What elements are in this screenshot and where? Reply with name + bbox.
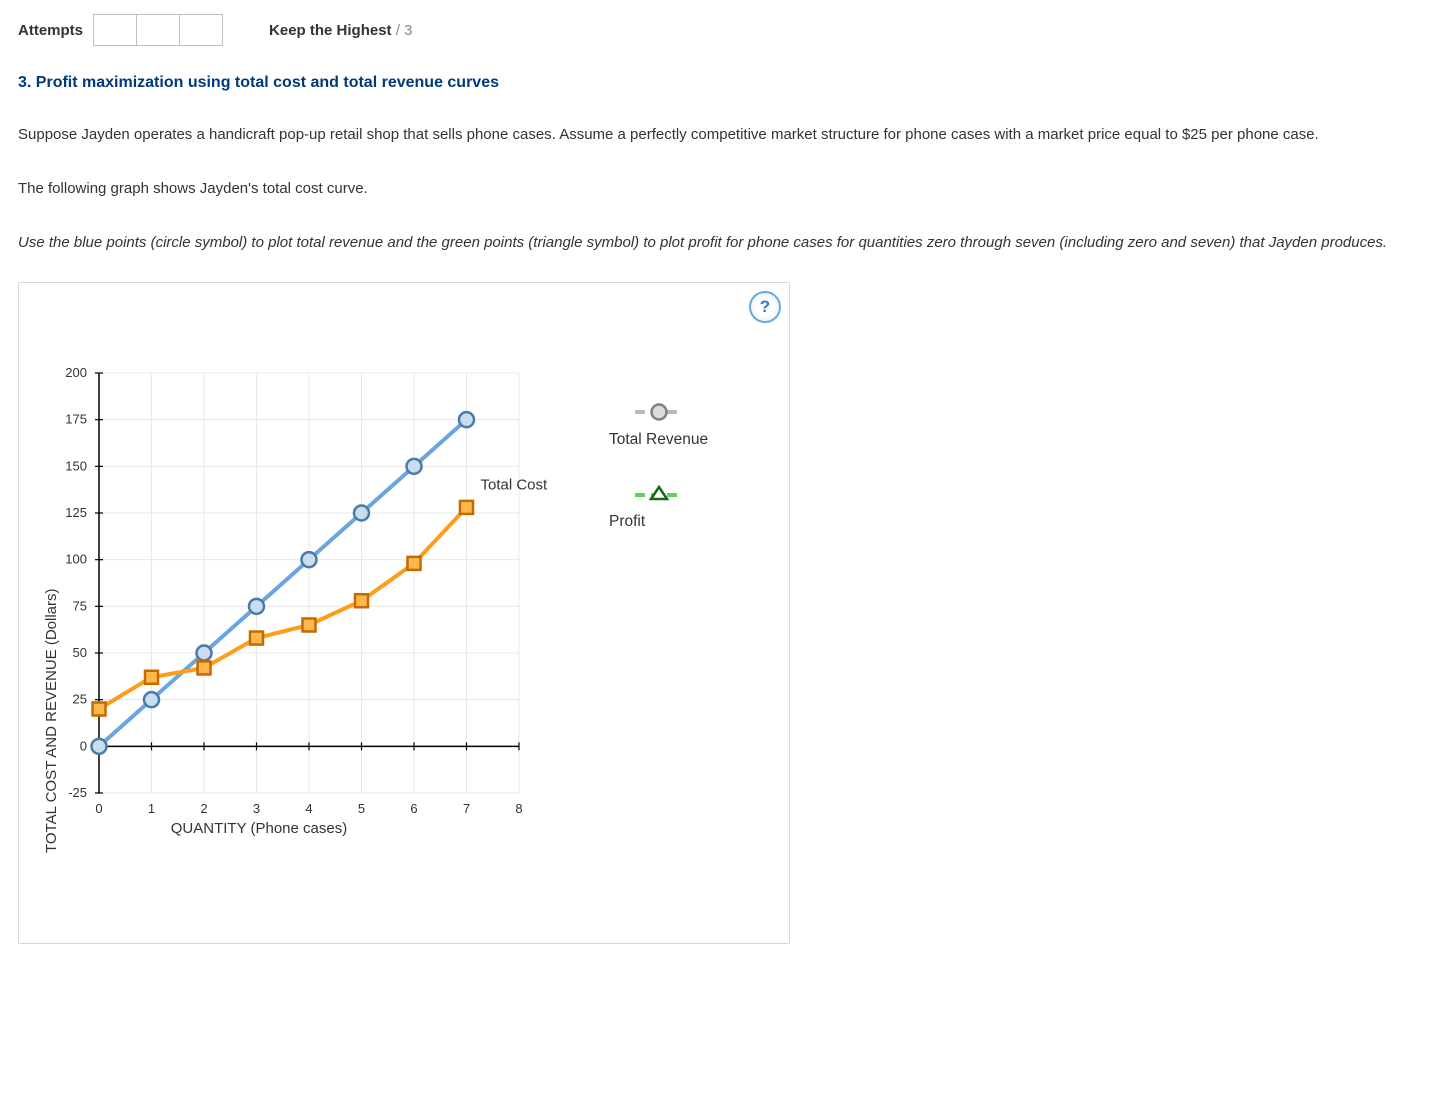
svg-text:150: 150: [65, 458, 87, 473]
legend-profit[interactable]: Profit: [609, 485, 708, 531]
svg-text:125: 125: [65, 505, 87, 520]
svg-text:1: 1: [148, 801, 155, 816]
chart-plot[interactable]: -25 0 25 50 75 100 125 150 175 200 0 1 2 3 4 5 6 7 8 QUANTI…: [39, 363, 599, 923]
svg-text:0: 0: [80, 738, 87, 753]
keep-highest-label: Keep the Highest: [269, 22, 392, 39]
attempt-boxes: [93, 14, 223, 46]
svg-text:8: 8: [515, 801, 522, 816]
svg-text:3: 3: [253, 801, 260, 816]
chart-container: ? TOTAL COST AND REVENUE (Dollars) -2502…: [18, 282, 790, 944]
question-para-1: Suppose Jayden operates a handicraft pop…: [18, 120, 1416, 150]
attempt-box-3[interactable]: [180, 15, 222, 45]
svg-text:6: 6: [410, 801, 417, 816]
attempt-box-1[interactable]: [94, 15, 137, 45]
svg-text:4: 4: [305, 801, 312, 816]
question-para-2: The following graph shows Jayden's total…: [18, 174, 1416, 204]
attempts-row: Attempts Keep the Highest / 3: [18, 14, 1416, 46]
legend-profit-label: Profit: [609, 513, 645, 530]
svg-text:200: 200: [65, 365, 87, 380]
svg-text:0: 0: [95, 801, 102, 816]
question-title: 3. Profit maximization using total cost …: [18, 74, 1416, 92]
help-icon: ?: [760, 297, 770, 317]
svg-text:2: 2: [200, 801, 207, 816]
svg-text:7: 7: [463, 801, 470, 816]
svg-text:175: 175: [65, 412, 87, 427]
legend-total-revenue-label: Total Revenue: [609, 431, 708, 448]
keep-highest-max: 3: [404, 22, 412, 39]
svg-text:50: 50: [73, 645, 87, 660]
svg-text:-25: -25: [68, 785, 87, 800]
attempts-label: Attempts: [18, 22, 83, 39]
question-instruction: Use the blue points (circle symbol) to p…: [18, 228, 1416, 258]
svg-text:5: 5: [358, 801, 365, 816]
keep-highest: Keep the Highest / 3: [269, 22, 412, 39]
svg-text:25: 25: [73, 692, 87, 707]
help-button[interactable]: ?: [749, 291, 781, 323]
legend-total-revenue[interactable]: Total Revenue: [609, 403, 708, 449]
svg-text:Total Cost: Total Cost: [481, 476, 549, 493]
svg-text:QUANTITY (Phone cases): QUANTITY (Phone cases): [171, 820, 347, 837]
chart-legend: Total Revenue Profit: [609, 403, 708, 567]
attempt-box-2[interactable]: [137, 15, 180, 45]
svg-text:100: 100: [65, 552, 87, 567]
svg-text:75: 75: [73, 598, 87, 613]
